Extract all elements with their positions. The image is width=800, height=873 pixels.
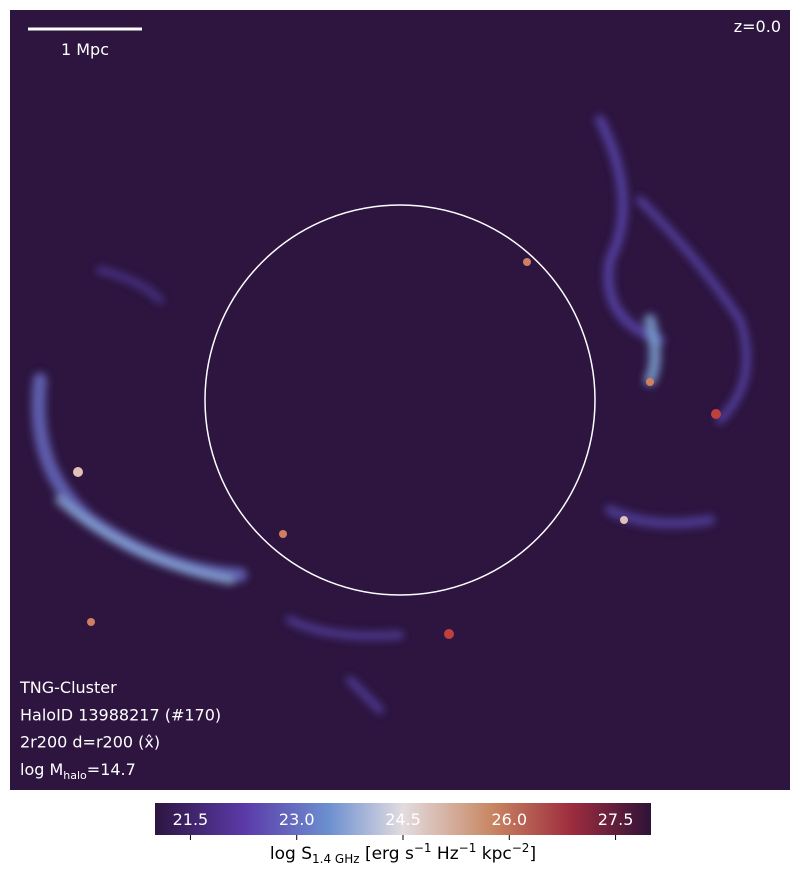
colorbar-tick-label: 24.5: [385, 810, 421, 829]
label-text: Hz: [432, 844, 459, 864]
superscript: −2: [512, 841, 530, 855]
superscript: −1: [459, 841, 477, 855]
redshift-label: z=0.0: [734, 17, 781, 36]
emission-features: [31, 115, 751, 714]
colorbar: [155, 803, 651, 835]
r200-circle: [204, 204, 596, 596]
info-text: =14.7: [87, 760, 136, 779]
scale-bar-label: 1 Mpc: [61, 40, 109, 59]
colorbar-label: log S1.4 GHz [erg s−1 Hz−1 kpc−2]: [270, 841, 536, 866]
info-line: TNG-Cluster: [19, 678, 117, 697]
info-text: log M: [20, 760, 63, 779]
hot-spots: [73, 258, 721, 639]
label-text: log S: [270, 844, 312, 864]
colorbar-ticks: 21.5 23.0 24.5 26.0 27.5: [173, 810, 634, 840]
colorbar-tick-label: 21.5: [173, 810, 209, 829]
colorbar-tick-label: 27.5: [598, 810, 634, 829]
info-line: log Mhalo=14.7: [20, 760, 136, 782]
superscript: −1: [414, 841, 432, 855]
subscript: halo: [63, 769, 87, 782]
map-background: [10, 10, 790, 790]
info-text: TNG-Cluster: [19, 678, 117, 697]
label-text: [erg s: [360, 844, 414, 864]
info-text: HaloID 13988217 (#170): [20, 705, 221, 724]
info-text: 2r200 d=r200 (x̂): [20, 733, 160, 752]
colorbar-tick-label: 26.0: [491, 810, 527, 829]
subscript: 1.4 GHz: [312, 852, 360, 866]
label-text: kpc: [476, 844, 511, 864]
label-text: ]: [529, 844, 536, 864]
info-block: TNG-Cluster HaloID 13988217 (#170) 2r200 d…: [19, 678, 221, 782]
info-line: 2r200 d=r200 (x̂): [20, 733, 160, 752]
colorbar-tick-label: 23.0: [279, 810, 315, 829]
info-line: HaloID 13988217 (#170): [20, 705, 221, 724]
